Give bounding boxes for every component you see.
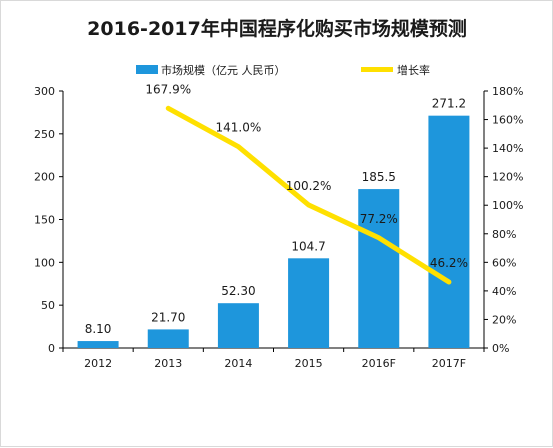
line-data-labels: 167.9% 141.0% 100.2% 77.2% 46.2% bbox=[145, 82, 468, 270]
line-data-label: 167.9% bbox=[145, 82, 191, 96]
bar bbox=[147, 329, 189, 348]
left-tick-label: 150 bbox=[34, 214, 55, 227]
x-tick-label: 2015 bbox=[295, 357, 323, 370]
x-tick-label: 2014 bbox=[224, 357, 252, 370]
legend: 市场规模（亿元 人民币） 增长率 bbox=[136, 63, 430, 77]
right-tick-label: 20% bbox=[492, 313, 516, 326]
bar-data-label: 185.5 bbox=[362, 170, 396, 184]
bar-series bbox=[77, 115, 470, 348]
bar-data-label: 21.70 bbox=[151, 310, 185, 324]
bar bbox=[358, 189, 400, 348]
line-data-label: 141.0% bbox=[216, 121, 262, 135]
line-data-label: 77.2% bbox=[360, 212, 398, 226]
left-tick-label: 200 bbox=[34, 171, 55, 184]
bar bbox=[428, 115, 470, 348]
left-axis-ticks: 0 50 100 150 200 250 300 bbox=[34, 85, 63, 355]
right-tick-label: 100% bbox=[492, 199, 523, 212]
left-tick-label: 100 bbox=[34, 256, 55, 269]
right-tick-label: 40% bbox=[492, 285, 516, 298]
x-tick-label: 2012 bbox=[84, 357, 112, 370]
bar-data-labels: 8.10 21.70 52.30 104.7 185.5 271.2 bbox=[85, 97, 466, 336]
right-axis-ticks: 0% 20% 40% 60% 80% 100% 120% 140% 160% 180% bbox=[484, 85, 523, 355]
left-tick-label: 0 bbox=[48, 342, 55, 355]
x-tick-label: 2016F bbox=[362, 357, 396, 370]
left-tick-label: 50 bbox=[41, 299, 55, 312]
x-tick-label: 2017F bbox=[432, 357, 466, 370]
right-tick-label: 160% bbox=[492, 114, 523, 127]
right-tick-label: 0% bbox=[492, 342, 509, 355]
legend-label-line: 增长率 bbox=[397, 63, 430, 77]
bar-data-label: 8.10 bbox=[85, 322, 112, 336]
bar-data-label: 52.30 bbox=[221, 284, 255, 298]
left-tick-label: 300 bbox=[34, 85, 55, 98]
bar bbox=[288, 258, 330, 348]
bar bbox=[217, 303, 259, 348]
x-axis-ticks: 2012 2013 2014 2015 2016F 2017F bbox=[62, 348, 485, 370]
left-tick-label: 250 bbox=[34, 128, 55, 141]
bar bbox=[77, 341, 119, 348]
line-data-label: 46.2% bbox=[430, 256, 468, 270]
bar-data-label: 271.2 bbox=[432, 97, 466, 111]
right-tick-label: 60% bbox=[492, 256, 516, 269]
right-tick-label: 140% bbox=[492, 142, 523, 155]
chart-title: 2016-2017年中国程序化购买市场规模预测 bbox=[87, 17, 467, 40]
x-tick-label: 2013 bbox=[154, 357, 182, 370]
legend-swatch-bar bbox=[136, 65, 158, 74]
right-tick-label: 120% bbox=[492, 171, 523, 184]
legend-label-bar: 市场规模（亿元 人民币） bbox=[161, 63, 286, 77]
axes bbox=[62, 91, 485, 349]
growth-rate-line bbox=[165, 105, 452, 285]
right-tick-label: 180% bbox=[492, 85, 523, 98]
bar-data-label: 104.7 bbox=[291, 239, 325, 253]
right-tick-label: 80% bbox=[492, 228, 516, 241]
line-data-label: 100.2% bbox=[286, 179, 332, 193]
line-series bbox=[165, 105, 452, 285]
